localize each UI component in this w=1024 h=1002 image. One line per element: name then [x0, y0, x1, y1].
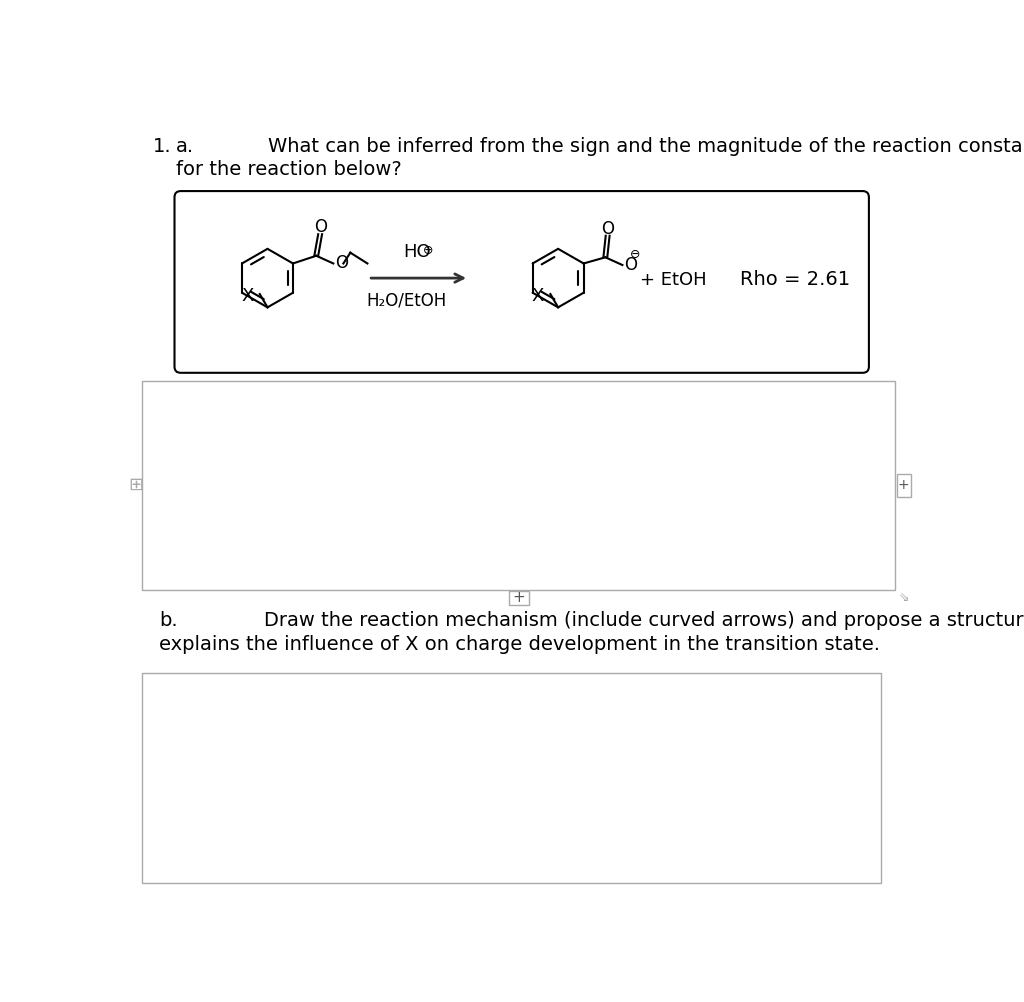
Text: explains the influence of X on charge development in the transition state.: explains the influence of X on charge de…: [159, 634, 880, 653]
Text: X: X: [242, 287, 254, 305]
Bar: [142, 381, 895, 590]
Text: Draw the reaction mechanism (include curved arrows) and propose a structure that: Draw the reaction mechanism (include cur…: [263, 611, 1024, 630]
Text: + EtOH: + EtOH: [640, 271, 707, 289]
Text: X: X: [531, 287, 544, 305]
Text: ⊖: ⊖: [630, 248, 640, 262]
Text: ⊞: ⊞: [128, 476, 143, 494]
Text: O: O: [335, 255, 348, 273]
Text: b.: b.: [159, 611, 177, 630]
FancyBboxPatch shape: [174, 191, 869, 373]
Text: for the reaction below?: for the reaction below?: [176, 159, 401, 178]
Text: O: O: [313, 218, 327, 236]
Text: H₂O/EtOH: H₂O/EtOH: [367, 292, 447, 310]
Text: +: +: [512, 590, 525, 605]
Bar: [509, 591, 528, 604]
Text: O: O: [624, 256, 637, 274]
Text: HO: HO: [403, 243, 431, 262]
Bar: [897, 474, 910, 497]
Text: O: O: [601, 219, 614, 237]
Text: 1.: 1.: [153, 137, 171, 156]
Text: +: +: [898, 478, 909, 492]
Text: ⇘: ⇘: [899, 591, 909, 604]
Text: What can be inferred from the sign and the magnitude of the reaction constant, ρ: What can be inferred from the sign and t…: [267, 137, 1024, 156]
Bar: [142, 673, 881, 883]
Text: ⊖: ⊖: [423, 244, 433, 258]
Text: Rho = 2.61: Rho = 2.61: [740, 271, 850, 290]
Text: a.: a.: [176, 137, 195, 156]
